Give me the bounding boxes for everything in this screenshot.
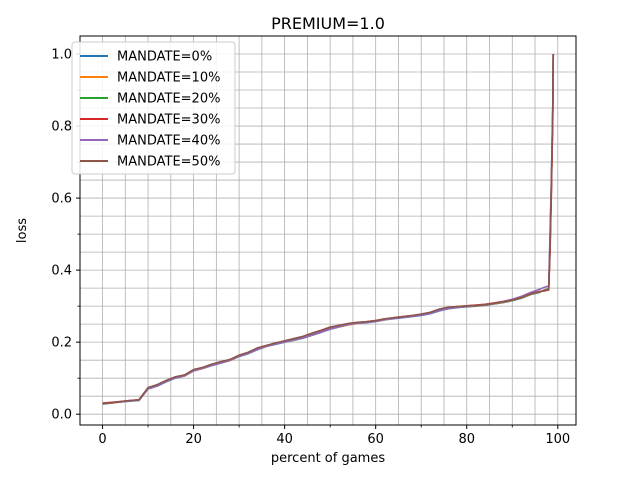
y-tick-label: 0.0	[51, 408, 72, 423]
x-tick-label: 20	[185, 432, 202, 447]
legend-entry-label: MANDATE=20%	[117, 92, 220, 107]
x-axis-label: percent of games	[271, 451, 385, 466]
y-tick-label: 0.8	[51, 120, 72, 135]
y-tick-label: 0.2	[51, 336, 72, 351]
plot-frame	[79, 35, 577, 426]
x-tick-label: 40	[276, 432, 293, 447]
x-tick-label: 60	[367, 432, 384, 447]
legend-entry-label: MANDATE=50%	[117, 155, 220, 170]
legend-entry-label: MANDATE=10%	[117, 71, 220, 86]
legend: MANDATE=0% MANDATE=10% MANDATE=20% MANDATE=…	[71, 41, 236, 175]
x-tick-label: 100	[545, 432, 570, 447]
axis-ticks: 0 20 40 60 80 100 0.0 0.2 0.4 0.6 0.8 1.0	[51, 48, 570, 447]
series-line	[102, 54, 555, 405]
y-tick-label: 0.6	[51, 192, 72, 207]
y-axis-label: loss	[15, 218, 30, 243]
legend-entry-label: MANDATE=0%	[117, 50, 212, 65]
chart-title: PREMIUM=1.0	[271, 14, 385, 33]
legend-box	[71, 41, 236, 175]
x-tick-label: 80	[458, 432, 475, 447]
y-tick-label: 0.4	[51, 264, 72, 279]
x-tick-label: 0	[98, 432, 106, 447]
legend-entry-label: MANDATE=40%	[117, 134, 220, 149]
y-tick-label: 1.0	[51, 48, 72, 63]
series-lines	[102, 54, 555, 405]
legend-entry-label: MANDATE=30%	[117, 113, 220, 128]
